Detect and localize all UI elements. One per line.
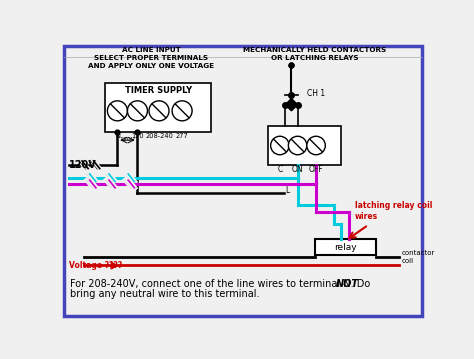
Circle shape bbox=[271, 136, 289, 155]
Circle shape bbox=[172, 101, 192, 121]
Circle shape bbox=[128, 101, 147, 121]
Text: Voltage ????: Voltage ???? bbox=[69, 261, 122, 270]
Bar bbox=[315, 239, 376, 255]
Text: CH 1: CH 1 bbox=[307, 89, 325, 98]
Text: NOT: NOT bbox=[336, 279, 359, 289]
Bar bbox=[105, 83, 211, 132]
Bar bbox=[268, 126, 341, 165]
Text: C: C bbox=[277, 165, 283, 174]
Text: OFF: OFF bbox=[309, 165, 323, 174]
Circle shape bbox=[307, 136, 325, 155]
Polygon shape bbox=[285, 98, 298, 111]
Circle shape bbox=[288, 136, 307, 155]
Text: L: L bbox=[285, 186, 290, 195]
Text: MECHANICALLY HELD CONTACTORS
OR LATCHING RELAYS: MECHANICALLY HELD CONTACTORS OR LATCHING… bbox=[243, 47, 386, 61]
Text: bring any neutral wire to this terminal.: bring any neutral wire to this terminal. bbox=[70, 289, 259, 299]
Text: AC LINE INPUT
SELECT PROPER TERMINALS
AND APPLY ONLY ONE VOLTAGE: AC LINE INPUT SELECT PROPER TERMINALS AN… bbox=[88, 47, 214, 69]
Text: 120: 120 bbox=[131, 133, 144, 139]
Text: TIMER SUPPLY: TIMER SUPPLY bbox=[125, 86, 192, 95]
Circle shape bbox=[149, 101, 169, 121]
Circle shape bbox=[108, 101, 128, 121]
Text: 120V: 120V bbox=[69, 160, 97, 170]
Text: latching relay coil
wires: latching relay coil wires bbox=[355, 201, 432, 221]
Text: 208-240: 208-240 bbox=[145, 133, 173, 139]
Text: N: N bbox=[115, 133, 120, 139]
Text: ON: ON bbox=[292, 165, 303, 174]
Text: relay: relay bbox=[334, 243, 356, 252]
Text: For 208-240V, connect one of the line wires to terminal N. Do: For 208-240V, connect one of the line wi… bbox=[70, 279, 373, 289]
Text: 120V: 120V bbox=[119, 137, 136, 142]
Text: 277: 277 bbox=[176, 133, 189, 139]
Text: contactor
coil: contactor coil bbox=[401, 250, 435, 264]
